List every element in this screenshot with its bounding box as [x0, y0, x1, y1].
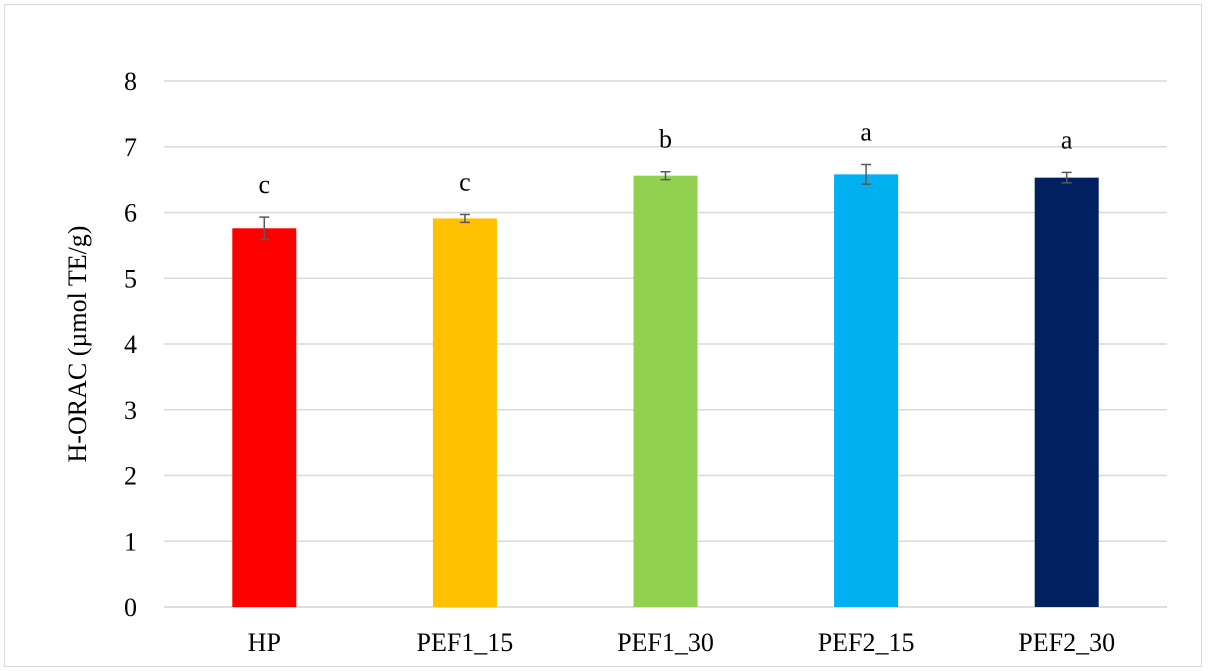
y-tick-label: 0 — [124, 593, 137, 622]
significance-letters: c c b a a — [259, 118, 1073, 200]
x-tick-label: PEF1_15 — [416, 628, 513, 657]
significance-letter: a — [860, 118, 872, 147]
y-tick-label: 7 — [124, 133, 137, 162]
y-tick-label: 3 — [124, 396, 137, 425]
bar-hp — [232, 228, 297, 607]
x-tick-label: PEF1_30 — [617, 628, 714, 657]
x-tick-label: HP — [248, 628, 281, 657]
significance-letter: a — [1061, 125, 1073, 154]
significance-letter: c — [459, 167, 471, 196]
y-axis-title: H-ORAC (µmol TE/g) — [63, 226, 92, 463]
bar-pef1-30 — [633, 175, 698, 607]
error-bar — [861, 163, 872, 185]
error-bar — [660, 170, 671, 181]
y-tick-label: 4 — [124, 330, 137, 359]
significance-letter: c — [259, 170, 271, 199]
y-tick-label: 2 — [124, 462, 137, 491]
x-tick-label: PEF2_30 — [1018, 628, 1115, 657]
error-bars — [259, 163, 1072, 241]
bar-pef2-30 — [1034, 177, 1099, 607]
bars — [232, 174, 1099, 608]
y-tick-label: 8 — [124, 67, 137, 96]
x-tick-label: PEF2_15 — [818, 628, 915, 657]
chart-frame — [4, 4, 1202, 667]
y-tick-label: 5 — [124, 264, 137, 293]
significance-letter: b — [659, 125, 672, 154]
y-axis-ticks: 0 1 2 3 4 5 6 7 8 — [124, 67, 137, 622]
error-bar — [459, 213, 470, 224]
bar-pef1-15 — [432, 218, 497, 608]
y-tick-label: 1 — [124, 527, 137, 556]
bar-pef2-15 — [834, 174, 899, 608]
error-bar — [259, 216, 270, 241]
error-bar — [1061, 171, 1072, 184]
y-tick-label: 6 — [124, 199, 137, 228]
x-axis-ticks: HP PEF1_15 PEF1_30 PEF2_15 PEF2_30 — [248, 628, 1115, 657]
